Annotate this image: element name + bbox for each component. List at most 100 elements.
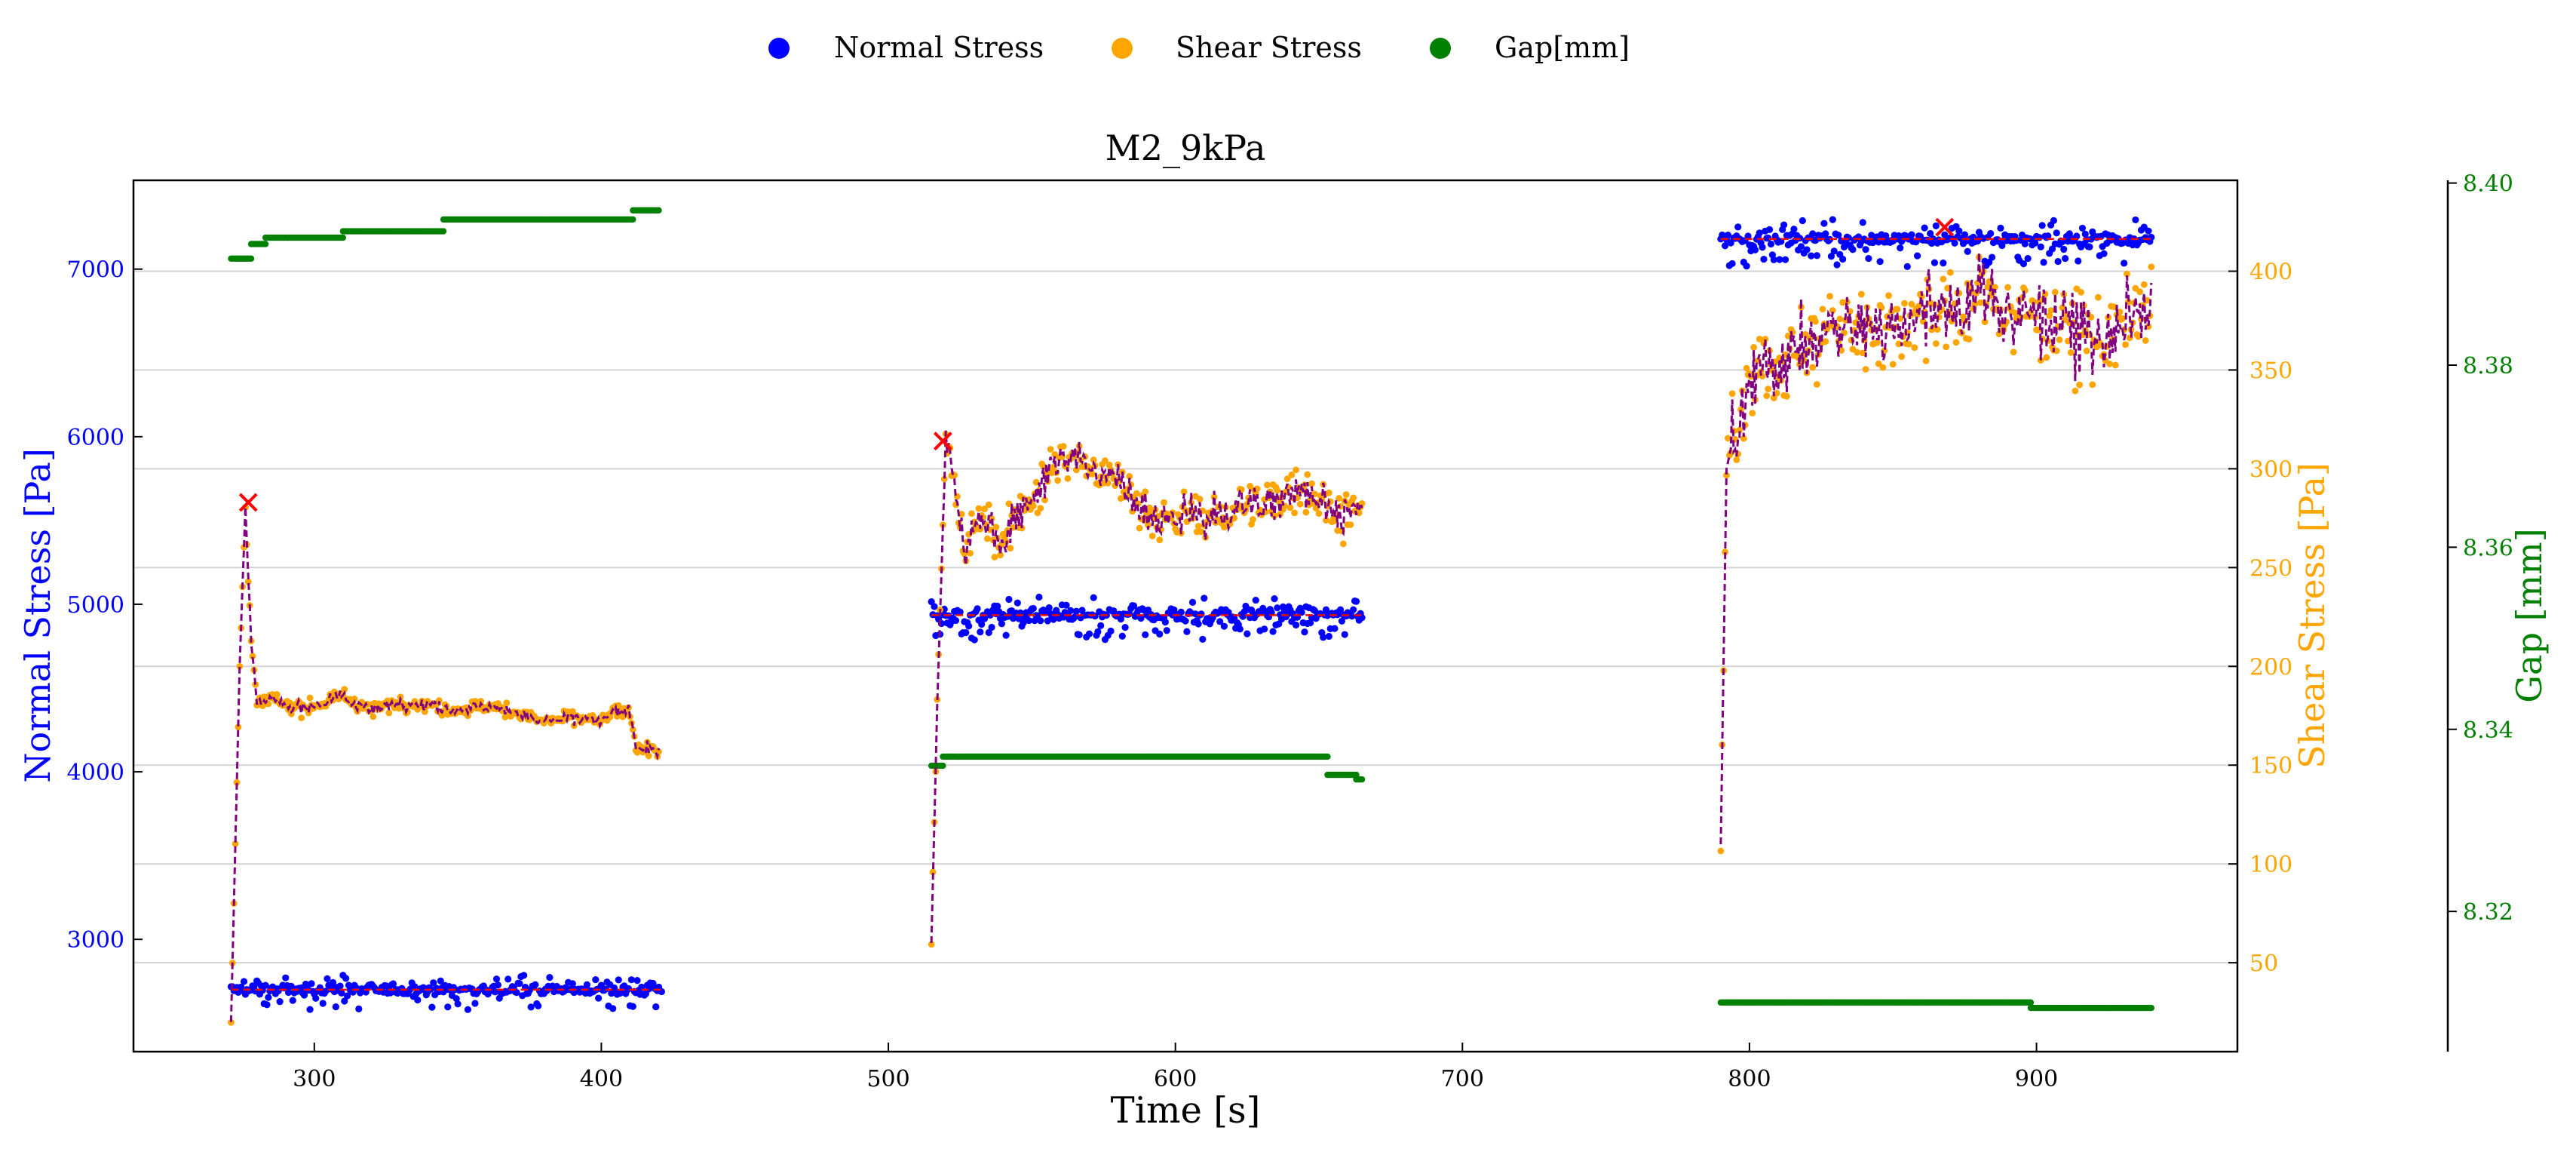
shear-stress-point [2053,347,2060,355]
shear-stress-point [1054,477,1062,484]
shear-stress-point [1005,500,1013,508]
normal-stress-point [1352,597,1360,605]
normal-stress-point [1090,594,1097,601]
normal-stress-point [1799,217,1806,225]
normal-stress-point [1728,260,1736,268]
normal-stress-point [2044,232,2052,240]
y-right-tick-label-3: 200 [2249,654,2292,680]
normal-stress-point [1075,631,1083,639]
normal-stress-point [569,980,576,988]
shear-stress-point [1965,336,1973,343]
gap-series [228,207,2155,1012]
normal-stress-point [1336,606,1345,613]
normal-stress-point [1921,224,1928,232]
shear-stress-point [305,709,312,717]
normal-stress-point [2053,229,2060,237]
shear-stress-point [1915,303,1922,310]
shear-stress-point [2051,288,2059,296]
normal-stress-point [1932,222,1940,230]
normal-stress-point [974,605,981,613]
y-right-axis-label: Shear Stress [Pa] [2292,462,2332,769]
shear-stress-point [233,779,241,786]
normal-stress-point [516,980,523,988]
shear-stress-point [613,713,621,720]
x-tick-label-2: 500 [866,1066,909,1092]
shear-stress-point [1347,521,1354,528]
shear-stress-point [983,535,991,542]
shear-stress-point [997,551,1004,559]
normal-stress-point [341,997,348,1005]
shear-stress-point [929,868,937,876]
normal-stress-point [1862,246,1869,253]
normal-stress-point [1331,625,1339,632]
normal-stress-point [1117,615,1124,623]
shear-stress-point [1180,488,1188,496]
normal-stress-point [2062,254,2069,263]
shear-stress-point [1274,487,1281,494]
normal-stress-point [609,1005,617,1012]
shear-stress-point [645,752,652,760]
normal-stress-point [615,976,622,984]
shear-stress-point [1339,540,1347,548]
normal-stress-series [227,216,2155,1013]
y-gap-axis-label: Gap [mm] [2509,528,2550,702]
y-gap-tick-label-3: 8.38 [2463,353,2513,379]
normal-stress-point [1045,604,1053,612]
normal-stress-point [300,991,308,999]
shear-stress-point [981,505,988,513]
normal-stress-point [1269,628,1277,635]
normal-stress-point [1997,224,2004,232]
normal-stress-point [2081,230,2089,238]
shear-stress-trace [1719,252,2153,845]
y-left-tick-label-2: 5000 [67,592,124,619]
y-left-tick-label-4: 7000 [67,257,124,284]
normal-stress-point [977,628,984,636]
gap-point [247,255,255,262]
normal-stress-point [965,622,973,630]
normal-stress-point [1849,246,1857,253]
shear-stress-point [928,941,935,948]
y-gap-ticks: 8.32 8.34 8.36 8.38 8.40 [2448,171,2513,926]
shear-stress-point [1296,500,1304,508]
normal-stress-point [1014,599,1021,607]
normal-stress-point [1236,625,1244,633]
normal-stress-point [1813,252,1820,260]
shear-stress-point [1733,456,1740,463]
shear-stress-point [503,699,511,707]
normal-stress-point [1734,223,1742,231]
normal-stress-point [1182,617,1189,625]
normal-stress-point [263,1001,271,1009]
legend-label-shear: Shear Stress [1176,31,1362,64]
normal-stress-point [627,976,635,984]
normal-stress-point [1085,630,1093,637]
normal-stress-point [1751,246,1759,253]
normal-stress-point [1015,615,1023,622]
normal-stress-point [338,989,345,997]
max-marker-2 [1935,217,1955,237]
shear-stress-point [1908,300,1915,308]
x-tick-label-6: 900 [2015,1066,2058,1092]
normal-stress-point [1961,231,1969,238]
normal-stress-point [324,975,331,982]
normal-stress-point [1833,261,1841,269]
shear-stress-point [1293,466,1299,474]
shear-stress-trace [930,430,1363,944]
normal-stress-point [343,992,351,1000]
shear-stress-point [1879,364,1887,371]
normal-stress-point [1107,627,1115,635]
normal-stress-point [1776,256,1783,263]
normal-stress-point [1201,594,1208,602]
shear-stress-point [477,698,484,705]
shear-stress-point [2047,307,2054,314]
shear-stress-point [2056,336,2063,343]
shear-stress-point [2119,315,2127,322]
shear-stress-point [1875,360,1882,367]
normal-stress-point [2048,245,2056,253]
shear-stress-point [2011,309,2019,317]
shear-stress-point [1763,392,1771,400]
shear-stress-point [1161,499,1167,506]
shear-stress-point [1812,318,1819,325]
shear-stress-point [2010,349,2017,355]
normal-stress-point [471,1000,479,1007]
